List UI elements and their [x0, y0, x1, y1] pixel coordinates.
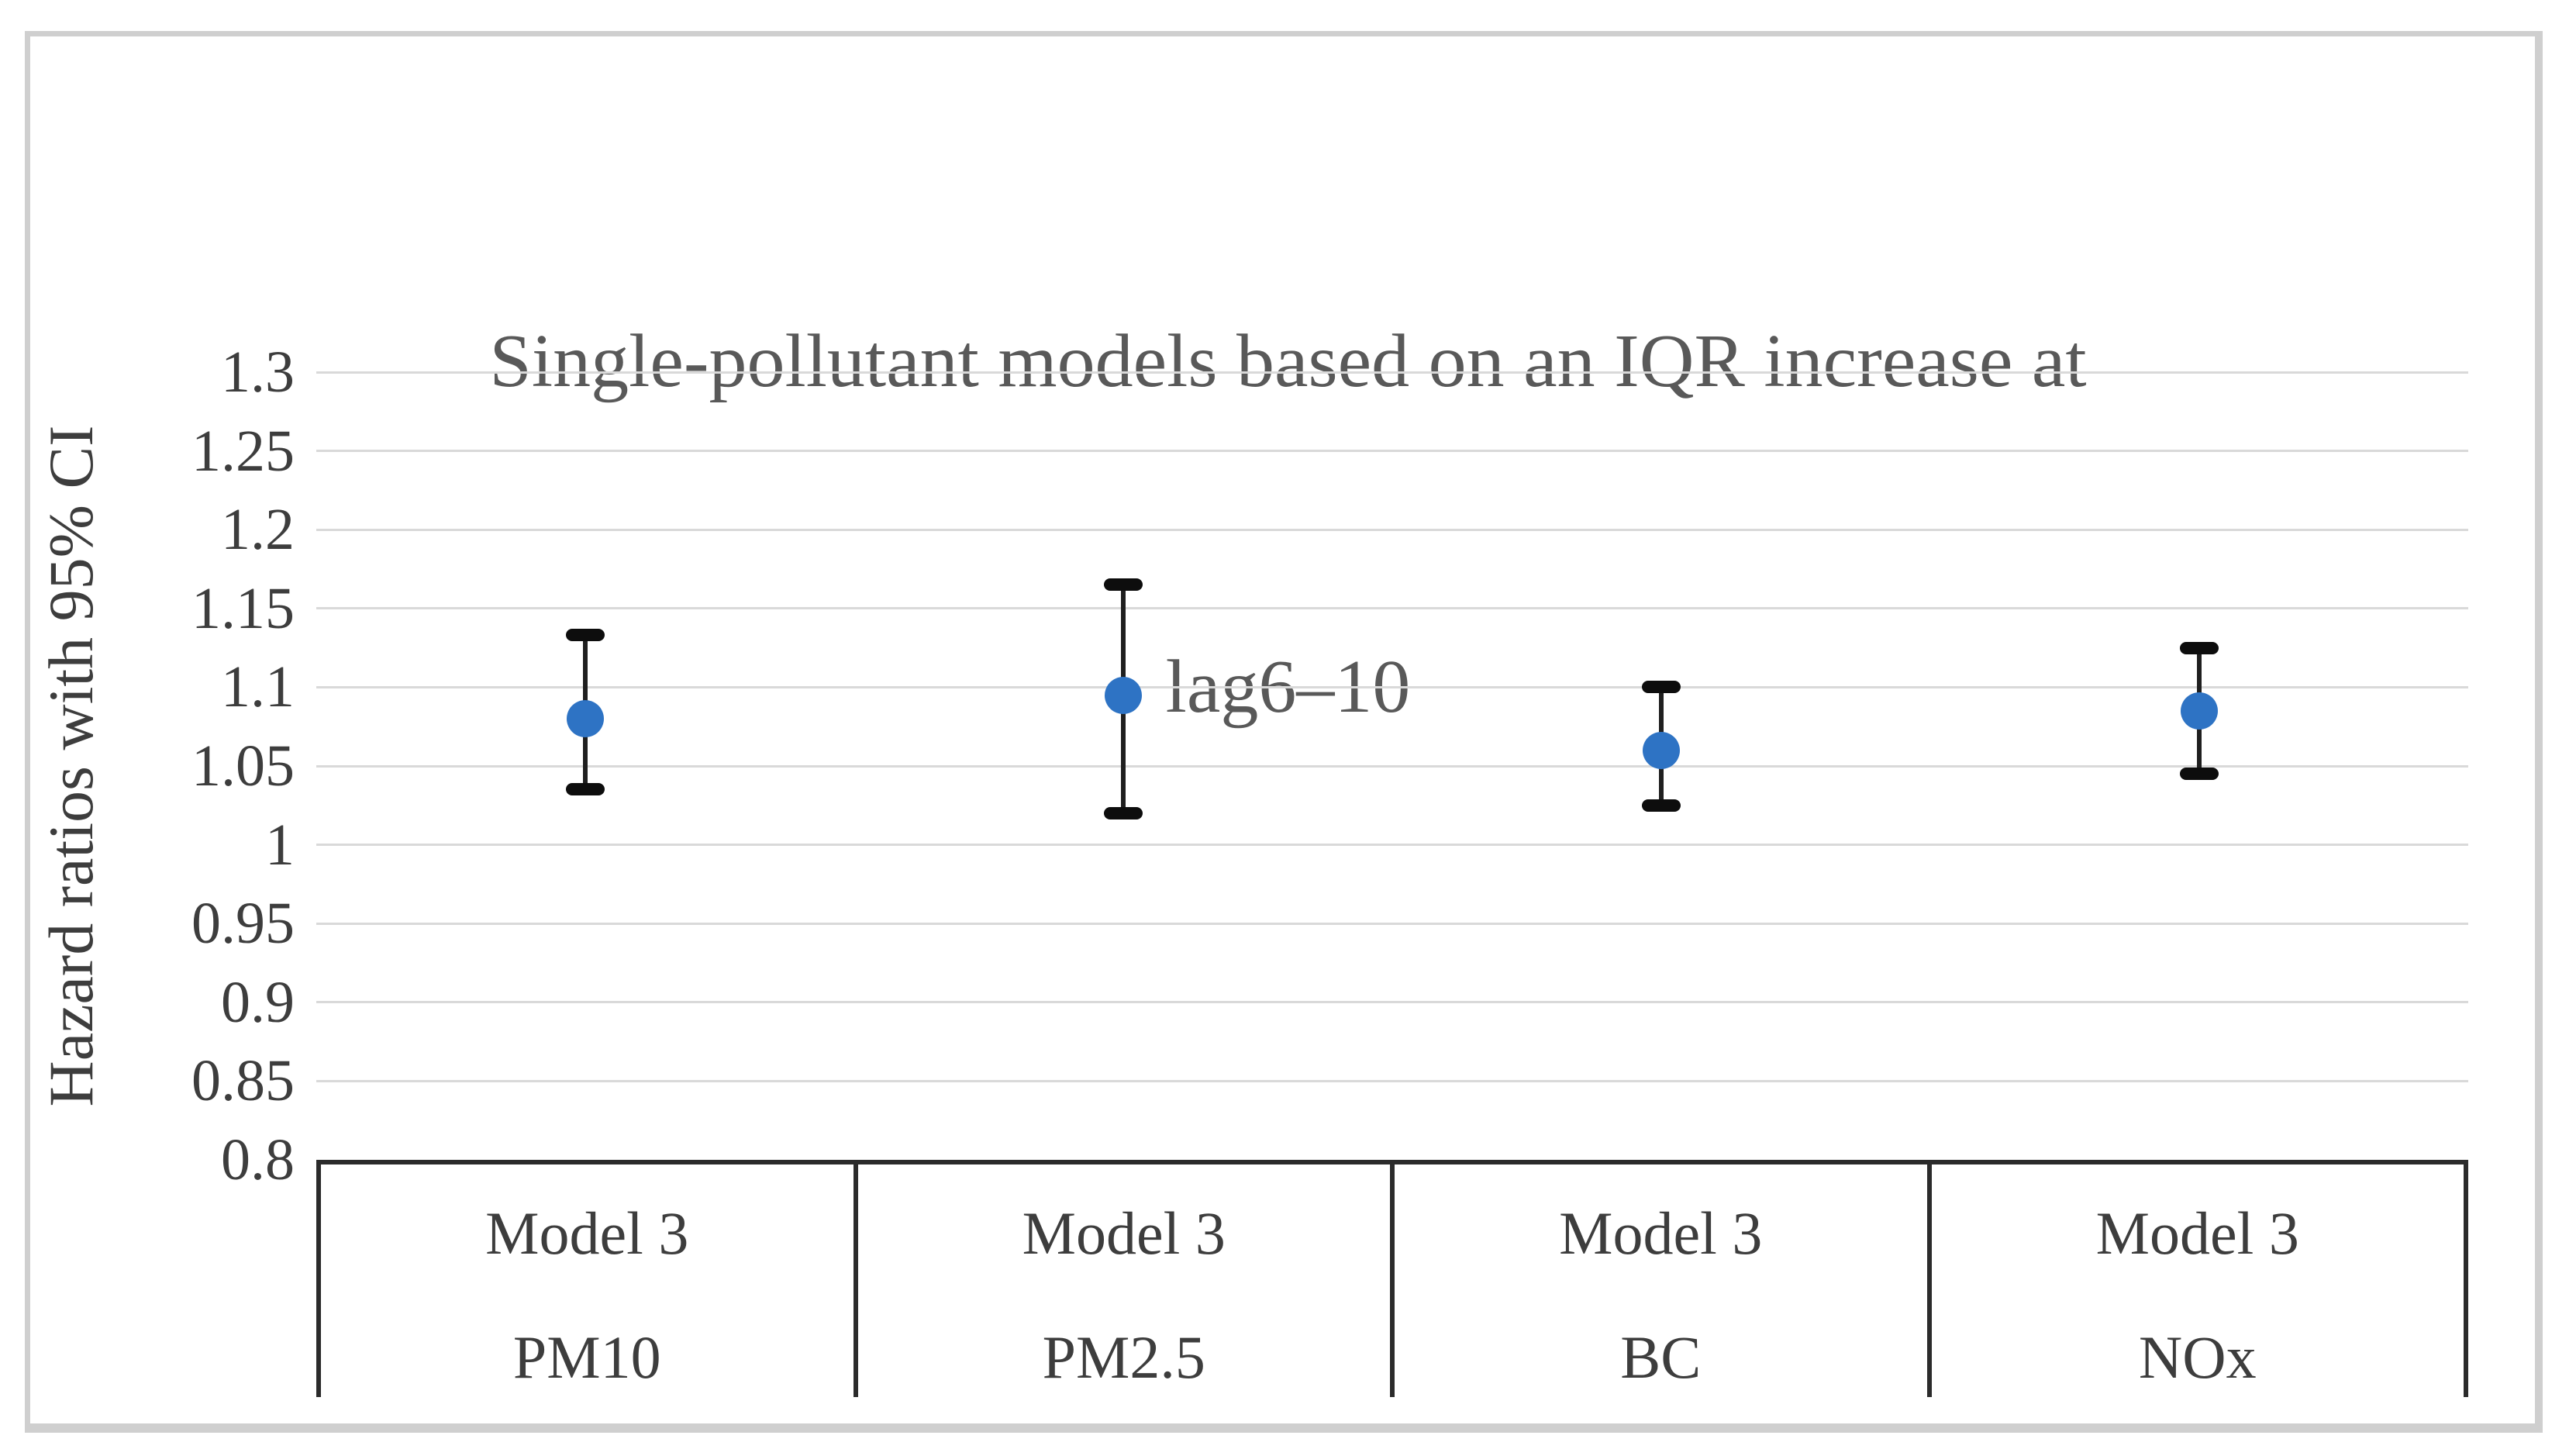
error-bar-cap-bottom — [1642, 799, 1681, 812]
category-pollutant-label: BC — [1620, 1323, 1702, 1391]
category-table: Model 3 PM10 Model 3 PM2.5 Model 3 BC Model 3 N… — [316, 1160, 2468, 1397]
category-cell: Model 3 PM10 — [316, 1164, 853, 1397]
chart-title: Single-pollutant models based on an IQR … — [0, 90, 2576, 958]
gridline — [316, 1001, 2468, 1004]
category-pollutant-label: NOx — [2138, 1323, 2257, 1391]
data-point-marker — [567, 700, 604, 738]
gridline — [316, 371, 2468, 374]
gridline — [316, 922, 2468, 925]
y-tick-label: 1.25 — [191, 418, 295, 484]
gridline — [316, 450, 2468, 453]
y-tick-label: 1 — [265, 812, 295, 878]
category-pollutant-label: PM10 — [512, 1323, 661, 1391]
error-bar-cap-top — [2180, 641, 2219, 654]
y-tick-label: 0.85 — [191, 1048, 295, 1114]
error-bar-cap-bottom — [2180, 768, 2219, 781]
y-tick-label: 1.1 — [221, 654, 295, 720]
gridline — [316, 1079, 2468, 1082]
y-tick-label: 0.95 — [191, 891, 295, 957]
category-cell: Model 3 BC — [1390, 1164, 1927, 1397]
category-cell: Model 3 NOx — [1926, 1164, 2468, 1397]
error-bar-cap-bottom — [566, 783, 605, 796]
error-bar-cap-top — [1642, 681, 1681, 694]
category-model-label: Model 3 — [2095, 1199, 2299, 1267]
gridline — [316, 607, 2468, 610]
y-tick-label: 1.2 — [221, 497, 295, 563]
error-bar-cap-bottom — [1104, 806, 1143, 819]
error-bar-cap-top — [1104, 578, 1143, 592]
y-tick-label: 0.9 — [221, 969, 295, 1035]
plot-area — [316, 371, 2468, 1160]
data-point-marker — [2181, 692, 2218, 730]
y-tick-label: 0.8 — [221, 1127, 295, 1192]
category-cell: Model 3 PM2.5 — [853, 1164, 1391, 1397]
data-point-marker — [1643, 731, 1680, 769]
y-tick-label: 1.05 — [191, 733, 295, 799]
gridline — [316, 528, 2468, 531]
category-pollutant-label: PM2.5 — [1042, 1323, 1205, 1391]
data-point-marker — [1105, 676, 1142, 714]
category-model-label: Model 3 — [1559, 1199, 1763, 1267]
category-model-label: Model 3 — [1022, 1199, 1226, 1267]
gridline — [316, 844, 2468, 847]
figure-border — [25, 31, 2543, 1433]
gridline — [316, 685, 2468, 688]
gridline — [316, 764, 2468, 768]
y-tick-label: 1.3 — [221, 340, 295, 405]
error-bar-cap-top — [566, 629, 605, 642]
y-tick-label: 1.15 — [191, 575, 295, 641]
category-model-label: Model 3 — [485, 1199, 689, 1267]
chart-title-line-1: Single-pollutant models based on an IQR … — [489, 319, 2087, 403]
